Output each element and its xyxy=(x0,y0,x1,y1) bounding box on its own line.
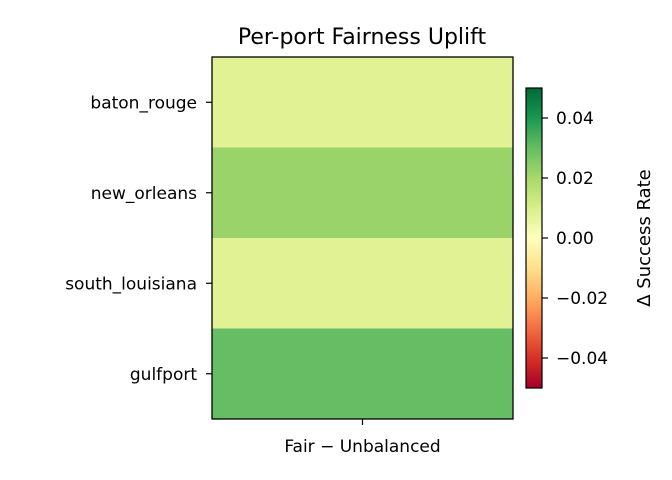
colorbar-ticks: 0.04 0.02 0.00 −0.02 −0.04 xyxy=(542,109,608,369)
colorbar-tick-label: 0.04 xyxy=(556,109,594,129)
y-tick-label: south_louisiana xyxy=(65,274,197,294)
chart-title: Per-port Fairness Uplift xyxy=(238,25,487,50)
heatmap-cell xyxy=(212,238,513,329)
y-tick-label: baton_rouge xyxy=(90,93,197,113)
heatmap-cells xyxy=(212,57,513,420)
colorbar-label: Δ Success Rate xyxy=(634,169,655,307)
y-tick-label: new_orleans xyxy=(91,184,197,204)
heatmap-cell xyxy=(212,57,513,148)
x-axis: Fair − Unbalanced xyxy=(284,419,441,457)
heatmap-cell xyxy=(212,147,513,239)
colorbar-tick-label: 0.02 xyxy=(556,169,594,189)
heatmap-cell xyxy=(212,328,513,420)
colorbar-tick-label: −0.02 xyxy=(556,289,608,309)
colorbar-tick-label: −0.04 xyxy=(556,349,608,369)
y-tick-label: gulfport xyxy=(130,365,197,385)
colorbar-tick-label: 0.00 xyxy=(556,229,594,249)
x-tick-label: Fair − Unbalanced xyxy=(284,437,440,457)
y-axis: baton_rouge new_orleans south_louisianagul… xyxy=(65,93,212,385)
colorbar xyxy=(525,87,543,389)
